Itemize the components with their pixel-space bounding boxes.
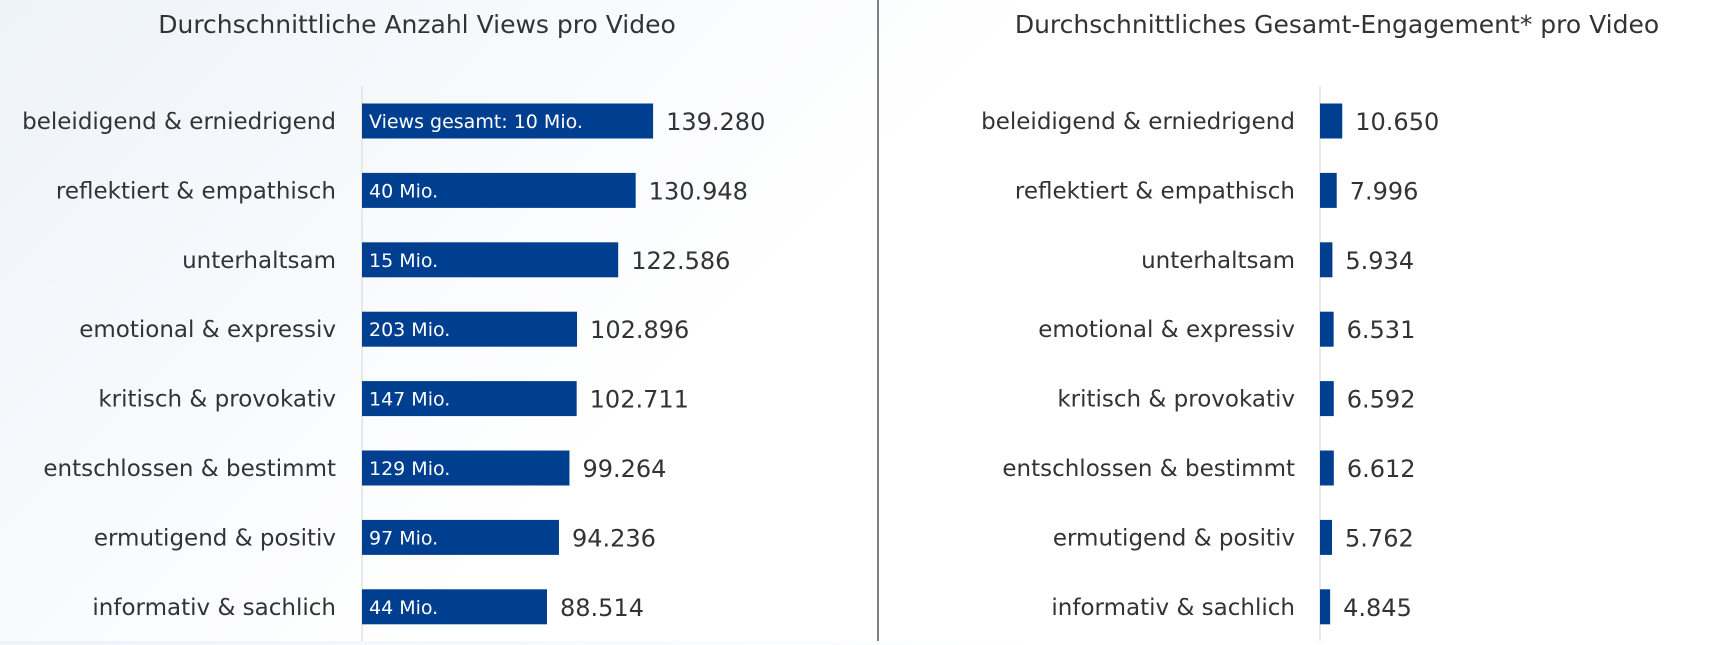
bar-label-views-5: 129 Mio. [369,458,450,480]
value-label-engagement-4: 6.592 [1347,386,1416,414]
category-label-views-5: entschlossen & bestimmt [43,456,336,482]
chart-title-views: Durchschnittliche Anzahl Views pro Video [158,10,676,39]
value-label-engagement-5: 6.612 [1347,455,1416,483]
category-label-views-1: reflektiert & empathisch [56,178,336,204]
bar-label-views-1: 40 Mio. [369,180,438,202]
bar-label-views-3: 203 Mio. [369,319,450,341]
category-label-views-3: emotional & expressiv [79,317,336,343]
value-label-views-0: 139.280 [666,108,765,136]
value-label-engagement-3: 6.531 [1347,316,1416,344]
category-label-views-4: kritisch & provokativ [98,387,336,413]
bar-engagement-4 [1320,381,1334,417]
bar-views-0 [362,103,654,139]
value-label-views-6: 94.236 [572,524,656,552]
value-label-engagement-1: 7.996 [1350,177,1419,205]
value-label-views-3: 102.896 [590,316,689,344]
category-label-engagement-4: kritisch & provokativ [1057,387,1295,413]
category-label-engagement-1: reflektiert & empathisch [1015,178,1295,204]
category-label-engagement-5: entschlossen & bestimmt [1002,456,1295,482]
value-label-engagement-0: 10.650 [1355,108,1439,136]
bar-engagement-2 [1320,242,1333,278]
bar-engagement-6 [1320,519,1333,555]
category-label-views-7: informativ & sachlich [92,595,336,621]
bar-views-4 [362,381,577,417]
bar-views-7 [362,589,547,625]
bar-label-views-6: 97 Mio. [369,527,438,549]
category-label-engagement-0: beleidigend & erniedrigend [981,109,1295,135]
bar-views-1 [362,172,636,208]
value-label-views-1: 130.948 [649,177,748,205]
category-label-engagement-3: emotional & expressiv [1038,317,1295,343]
bar-views-3 [362,311,578,347]
value-label-views-5: 99.264 [582,455,666,483]
bar-views-2 [362,242,619,278]
value-label-engagement-6: 5.762 [1345,524,1414,552]
category-label-views-0: beleidigend & erniedrigend [22,109,336,135]
category-label-engagement-2: unterhaltsam [1141,248,1295,274]
bar-label-views-0: Views gesamt: 10 Mio. [369,111,583,133]
chart-title-engagement: Durchschnittliches Gesamt-Engagement* pr… [1015,10,1659,39]
category-label-engagement-7: informativ & sachlich [1051,595,1295,621]
category-label-engagement-6: ermutigend & positiv [1053,525,1295,551]
bar-engagement-7 [1320,589,1331,625]
bar-label-views-2: 15 Mio. [369,250,438,272]
bar-engagement-0 [1320,103,1343,139]
category-label-views-6: ermutigend & positiv [94,525,336,551]
bar-label-views-4: 147 Mio. [369,389,450,411]
bar-engagement-1 [1320,172,1337,208]
value-label-engagement-2: 5.934 [1345,247,1414,275]
bar-engagement-5 [1320,450,1334,486]
value-label-views-2: 122.586 [631,247,730,275]
value-label-engagement-7: 4.845 [1343,594,1412,622]
bar-label-views-7: 44 Mio. [369,597,438,619]
bar-views-6 [362,519,559,555]
value-label-views-4: 102.711 [590,386,689,414]
bar-views-5 [362,450,570,486]
category-label-views-2: unterhaltsam [182,248,336,274]
bar-engagement-3 [1320,311,1334,347]
value-label-views-7: 88.514 [560,594,644,622]
